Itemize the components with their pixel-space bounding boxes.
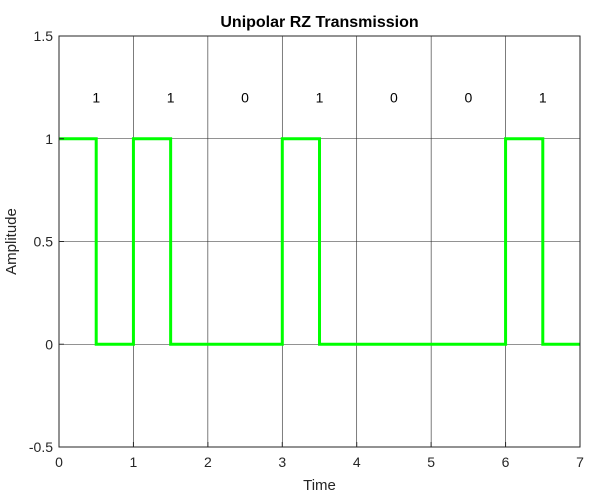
x-tick-label: 6 bbox=[502, 454, 510, 470]
x-tick-label: 5 bbox=[427, 454, 435, 470]
bit-label: 0 bbox=[464, 90, 472, 106]
bit-label: 1 bbox=[316, 90, 324, 106]
x-axis-label: Time bbox=[303, 477, 336, 494]
y-axis-label: Amplitude bbox=[3, 208, 20, 275]
bit-label: 1 bbox=[539, 90, 547, 106]
x-tick-label: 0 bbox=[55, 454, 63, 470]
bit-label-layer: 1 1 0 1 0 0 1 bbox=[92, 90, 547, 106]
bit-label: 1 bbox=[167, 90, 175, 106]
x-tick-label: 3 bbox=[278, 454, 286, 470]
y-tick-label: 1 bbox=[45, 131, 53, 147]
y-tick-label: 1.5 bbox=[34, 28, 54, 44]
bit-label: 0 bbox=[390, 90, 398, 106]
bit-label: 1 bbox=[92, 90, 100, 106]
bit-label: 0 bbox=[241, 90, 249, 106]
chart-title: Unipolar RZ Transmission bbox=[220, 14, 418, 31]
x-tick-label: 1 bbox=[130, 454, 138, 470]
x-tick-label: 2 bbox=[204, 454, 212, 470]
series-layer bbox=[59, 137, 580, 346]
y-tick-label: 0 bbox=[45, 336, 53, 352]
signal-line bbox=[59, 137, 580, 346]
x-tick-label: 4 bbox=[353, 454, 361, 470]
y-tick-label: -0.5 bbox=[29, 439, 53, 455]
y-tick-label: 0.5 bbox=[34, 234, 54, 250]
tick-layer: 0 1 2 3 4 5 6 7-0.500.511.5 bbox=[29, 28, 584, 470]
x-tick-label: 7 bbox=[576, 454, 584, 470]
